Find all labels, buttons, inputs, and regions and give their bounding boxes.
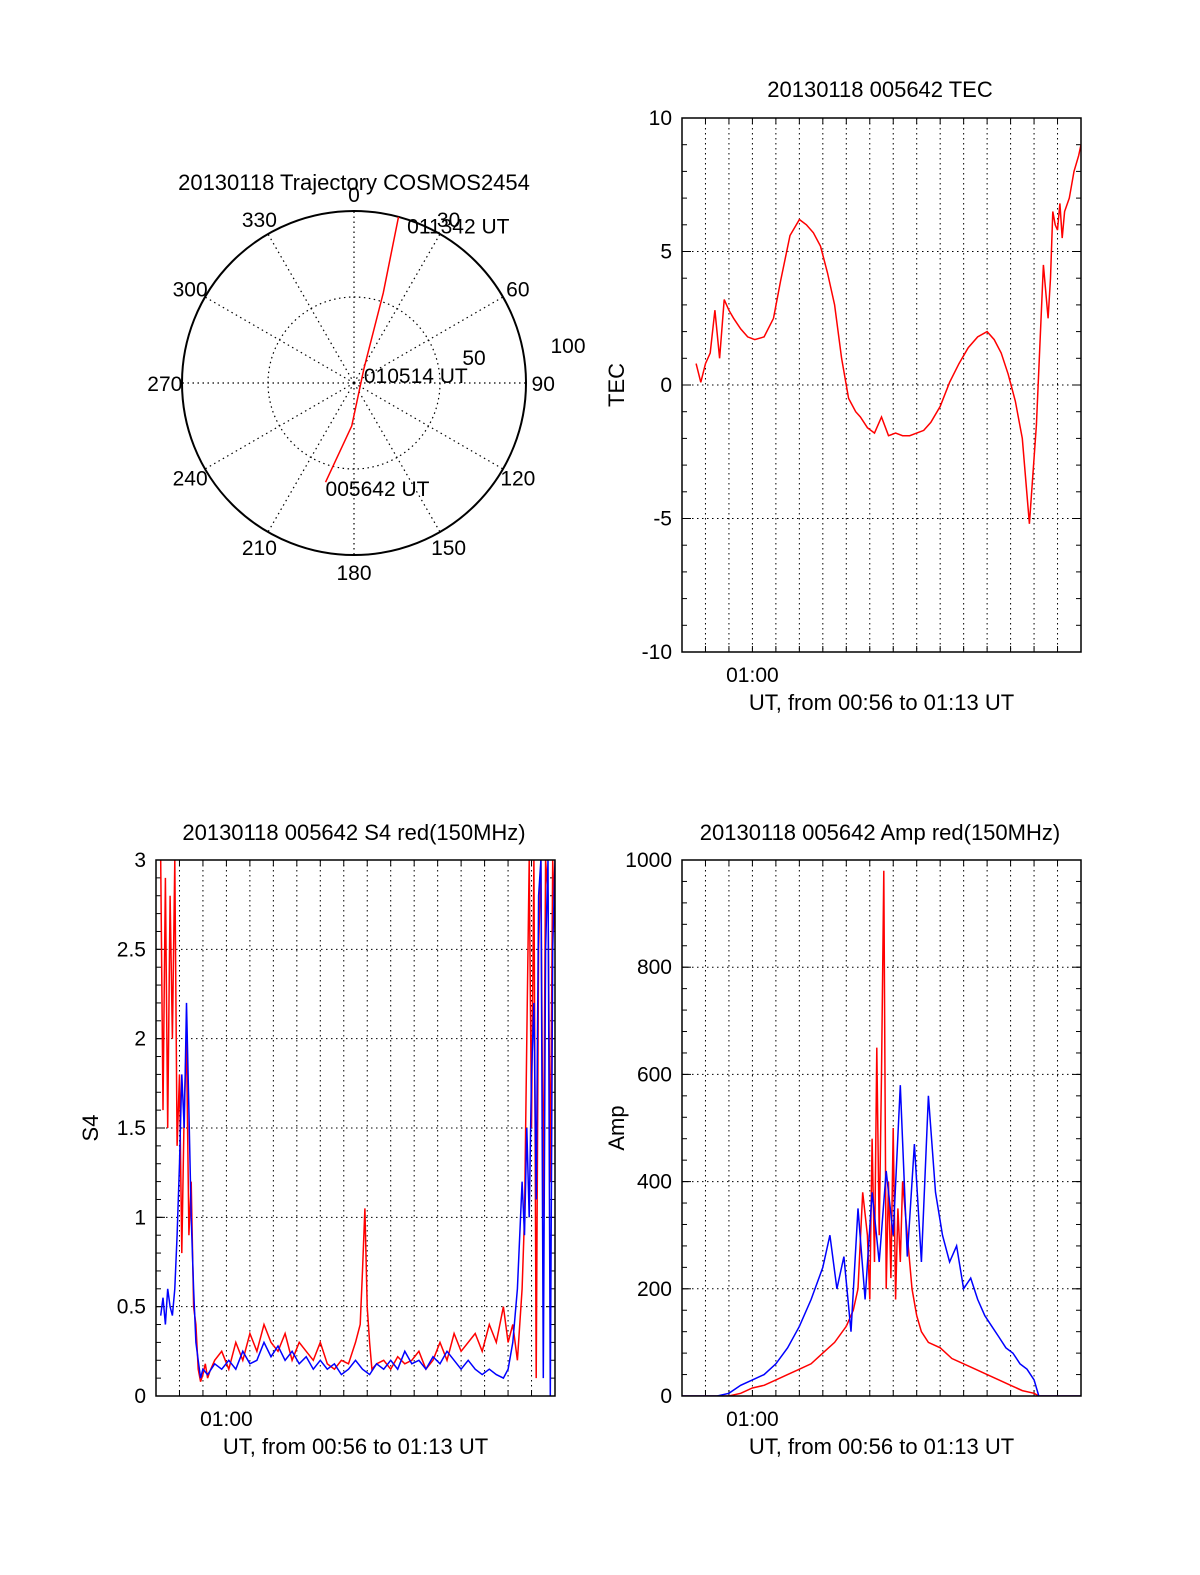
s4-x-axis-label: UT, from 00:56 to 01:13 UT bbox=[223, 1434, 488, 1459]
s4-y-tick-labels: 0 0.5 1 1.5 2 2.5 3 bbox=[117, 849, 146, 1408]
s4-series bbox=[159, 860, 555, 1396]
track-annotations: 011342 UT 010514 UT 005642 UT bbox=[326, 215, 510, 501]
s4-x-tick-labels: 01:00 bbox=[200, 1408, 253, 1431]
track-time-label: 011342 UT bbox=[407, 215, 510, 238]
tec-grid bbox=[682, 118, 1081, 652]
y-tick-label: 0.5 bbox=[117, 1296, 146, 1319]
y-tick-label: 1000 bbox=[625, 849, 672, 872]
polar-spoke bbox=[267, 233, 355, 384]
polar-spoke bbox=[353, 233, 441, 384]
tec-plot-frame bbox=[681, 117, 1082, 653]
amp-minor-ticks bbox=[681, 859, 1082, 1397]
series-line-1 bbox=[159, 860, 555, 1396]
amp-x-axis-label: UT, from 00:56 to 01:13 UT bbox=[749, 1434, 1014, 1459]
tec-x-axis-label: UT, from 00:56 to 01:13 UT bbox=[749, 690, 1014, 715]
polar-radial-labels: 50 100 bbox=[462, 335, 585, 370]
y-tick-label: 2 bbox=[134, 1028, 146, 1051]
radial-label: 50 bbox=[462, 347, 485, 370]
track-time-label: 010514 UT bbox=[364, 365, 468, 388]
s4-grid bbox=[156, 860, 555, 1396]
tec-x-tick-labels: 01:00 bbox=[726, 664, 779, 687]
azimuth-label: 30 bbox=[437, 209, 460, 232]
y-tick-label: 1 bbox=[134, 1206, 146, 1229]
series-line-0 bbox=[682, 870, 1081, 1396]
polar-spoke bbox=[353, 382, 441, 533]
y-tick-label: 600 bbox=[637, 1063, 672, 1086]
amp-grid bbox=[682, 860, 1081, 1396]
polar-outer-circle bbox=[181, 210, 527, 556]
azimuth-label: 330 bbox=[242, 209, 277, 232]
track-time-label: 005642 UT bbox=[326, 478, 430, 501]
s4-plot: 20130118 005642 S4 red(150MHz) 0 0.5 1 1.5 2… bbox=[78, 820, 556, 1459]
y-tick-label: 400 bbox=[637, 1171, 672, 1194]
amp-plot: 20130118 005642 Amp red(150MHz) 0 200 400 6… bbox=[604, 820, 1082, 1459]
s4-plot-frame bbox=[155, 859, 556, 1397]
tec-series bbox=[695, 144, 1081, 524]
y-tick-label: 800 bbox=[637, 956, 672, 979]
x-tick-label: 01:00 bbox=[726, 664, 779, 687]
amp-y-tick-labels: 0 200 400 600 800 1000 bbox=[625, 849, 672, 1408]
satellite-track-line bbox=[324, 216, 400, 483]
y-tick-label: -5 bbox=[653, 508, 672, 531]
s4-minor-ticks bbox=[155, 859, 556, 1397]
y-tick-label: 10 bbox=[649, 107, 672, 130]
azimuth-label: 300 bbox=[173, 278, 208, 301]
amp-series bbox=[682, 870, 1081, 1396]
trajectory-polar-plot: 20130118 Trajectory COSMOS2454 0 30 60 90 12… bbox=[147, 170, 585, 585]
x-tick-label: 01:00 bbox=[726, 1408, 779, 1431]
series-line-0 bbox=[159, 860, 555, 1382]
series-line-0 bbox=[695, 144, 1081, 524]
polar-azimuth-labels: 0 30 60 90 120 150 180 210 240 270 300 330 bbox=[147, 184, 555, 585]
y-tick-label: -10 bbox=[642, 641, 672, 664]
azimuth-label: 90 bbox=[532, 373, 555, 396]
polar-spoke bbox=[204, 296, 355, 384]
polar-spoke bbox=[353, 382, 504, 470]
azimuth-label: 0 bbox=[348, 184, 360, 207]
y-tick-label: 2.5 bbox=[117, 938, 146, 961]
amp-x-tick-labels: 01:00 bbox=[726, 1408, 779, 1431]
polar-grid bbox=[182, 211, 526, 555]
azimuth-label: 270 bbox=[147, 373, 182, 396]
x-tick-label: 01:00 bbox=[200, 1408, 253, 1431]
s4-title: 20130118 005642 S4 red(150MHz) bbox=[182, 820, 525, 845]
amp-title: 20130118 005642 Amp red(150MHz) bbox=[700, 820, 1060, 845]
azimuth-label: 60 bbox=[506, 278, 529, 301]
azimuth-label: 150 bbox=[431, 537, 466, 560]
tec-y-tick-labels: -10 -5 0 5 10 bbox=[642, 107, 672, 664]
azimuth-label: 180 bbox=[336, 562, 371, 585]
y-tick-label: 0 bbox=[660, 374, 672, 397]
polar-spoke bbox=[353, 296, 504, 384]
y-tick-label: 3 bbox=[134, 849, 146, 872]
tec-title: 20130118 005642 TEC bbox=[767, 77, 993, 102]
y-tick-label: 0 bbox=[660, 1385, 672, 1408]
azimuth-label: 210 bbox=[242, 537, 277, 560]
y-tick-label: 0 bbox=[134, 1385, 146, 1408]
azimuth-label: 240 bbox=[173, 468, 208, 491]
azimuth-label: 120 bbox=[500, 468, 535, 491]
amp-plot-frame bbox=[681, 859, 1082, 1397]
tec-plot: 20130118 005642 TEC -10 -5 0 5 10 01:00 UT, … bbox=[604, 77, 1082, 715]
trajectory-title: 20130118 Trajectory COSMOS2454 bbox=[178, 170, 530, 195]
y-tick-label: 1.5 bbox=[117, 1117, 146, 1140]
y-tick-label: 200 bbox=[637, 1278, 672, 1301]
tec-minor-ticks bbox=[681, 117, 1082, 653]
y-tick-label: 5 bbox=[660, 241, 672, 264]
s4-y-axis-label: S4 bbox=[78, 1115, 103, 1142]
series-line-1 bbox=[682, 1085, 1081, 1396]
radial-label: 100 bbox=[550, 335, 585, 358]
polar-spoke bbox=[204, 382, 355, 470]
polar-spoke bbox=[267, 382, 355, 533]
tec-y-axis-label: TEC bbox=[604, 363, 629, 407]
amp-y-axis-label: Amp bbox=[604, 1105, 629, 1150]
